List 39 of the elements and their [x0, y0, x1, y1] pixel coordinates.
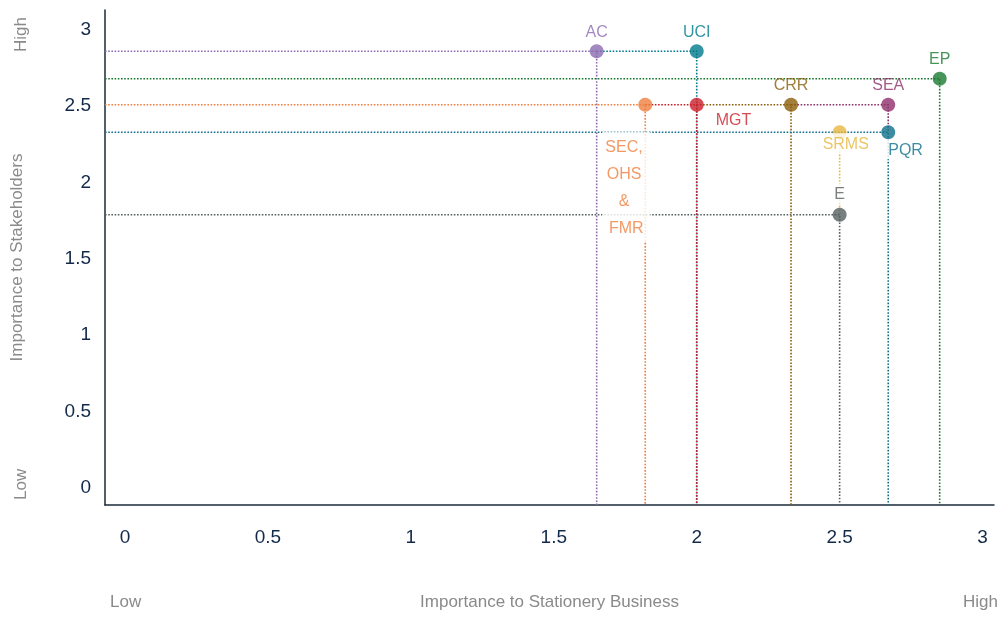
series-label: UCI — [682, 22, 711, 40]
y-tick-label: 0 — [80, 476, 91, 498]
series-label: EP — [929, 50, 951, 68]
series-label: SEC, OHS & FMR — [605, 137, 648, 236]
text: Low — [110, 592, 142, 611]
text: High — [963, 592, 999, 611]
point — [881, 125, 896, 140]
text: Low — [11, 468, 30, 500]
series-label: AC — [585, 22, 608, 40]
y-tick-label: 3 — [80, 17, 91, 39]
point — [881, 97, 896, 112]
x-tick-label: 0.5 — [254, 526, 282, 547]
x-tick-label: 3 — [977, 526, 988, 547]
x-axis-title: Importance to Stationery Business — [420, 592, 679, 611]
series-label: SRMS — [822, 134, 869, 152]
y-tick-label: 1 — [80, 323, 91, 345]
x-tick-label: 1.5 — [540, 526, 567, 547]
point — [784, 97, 799, 112]
x-tick-label: 0 — [119, 526, 131, 547]
text: High — [11, 17, 30, 52]
series-label: CRR — [773, 76, 809, 94]
series-label: MGT — [715, 111, 752, 129]
point — [638, 97, 653, 112]
point — [689, 97, 704, 112]
y-tick-label: 1.5 — [64, 247, 91, 268]
series-label: SEA — [872, 76, 905, 94]
point — [932, 71, 947, 86]
series-label: PQR — [888, 140, 923, 158]
y-tick-label: 0.5 — [64, 399, 91, 421]
y-tick-label: 2 — [80, 170, 91, 192]
point — [689, 44, 704, 59]
y-tick-label: 2.5 — [64, 94, 91, 116]
x-tick-label: 2.5 — [826, 526, 853, 547]
series-label: E — [834, 185, 845, 203]
point — [589, 44, 604, 59]
y-axis-title: Importance to Stakeholders — [7, 153, 26, 362]
x-tick-label: 1 — [405, 526, 417, 547]
x-tick-label: 2 — [691, 526, 702, 547]
point — [832, 207, 847, 222]
